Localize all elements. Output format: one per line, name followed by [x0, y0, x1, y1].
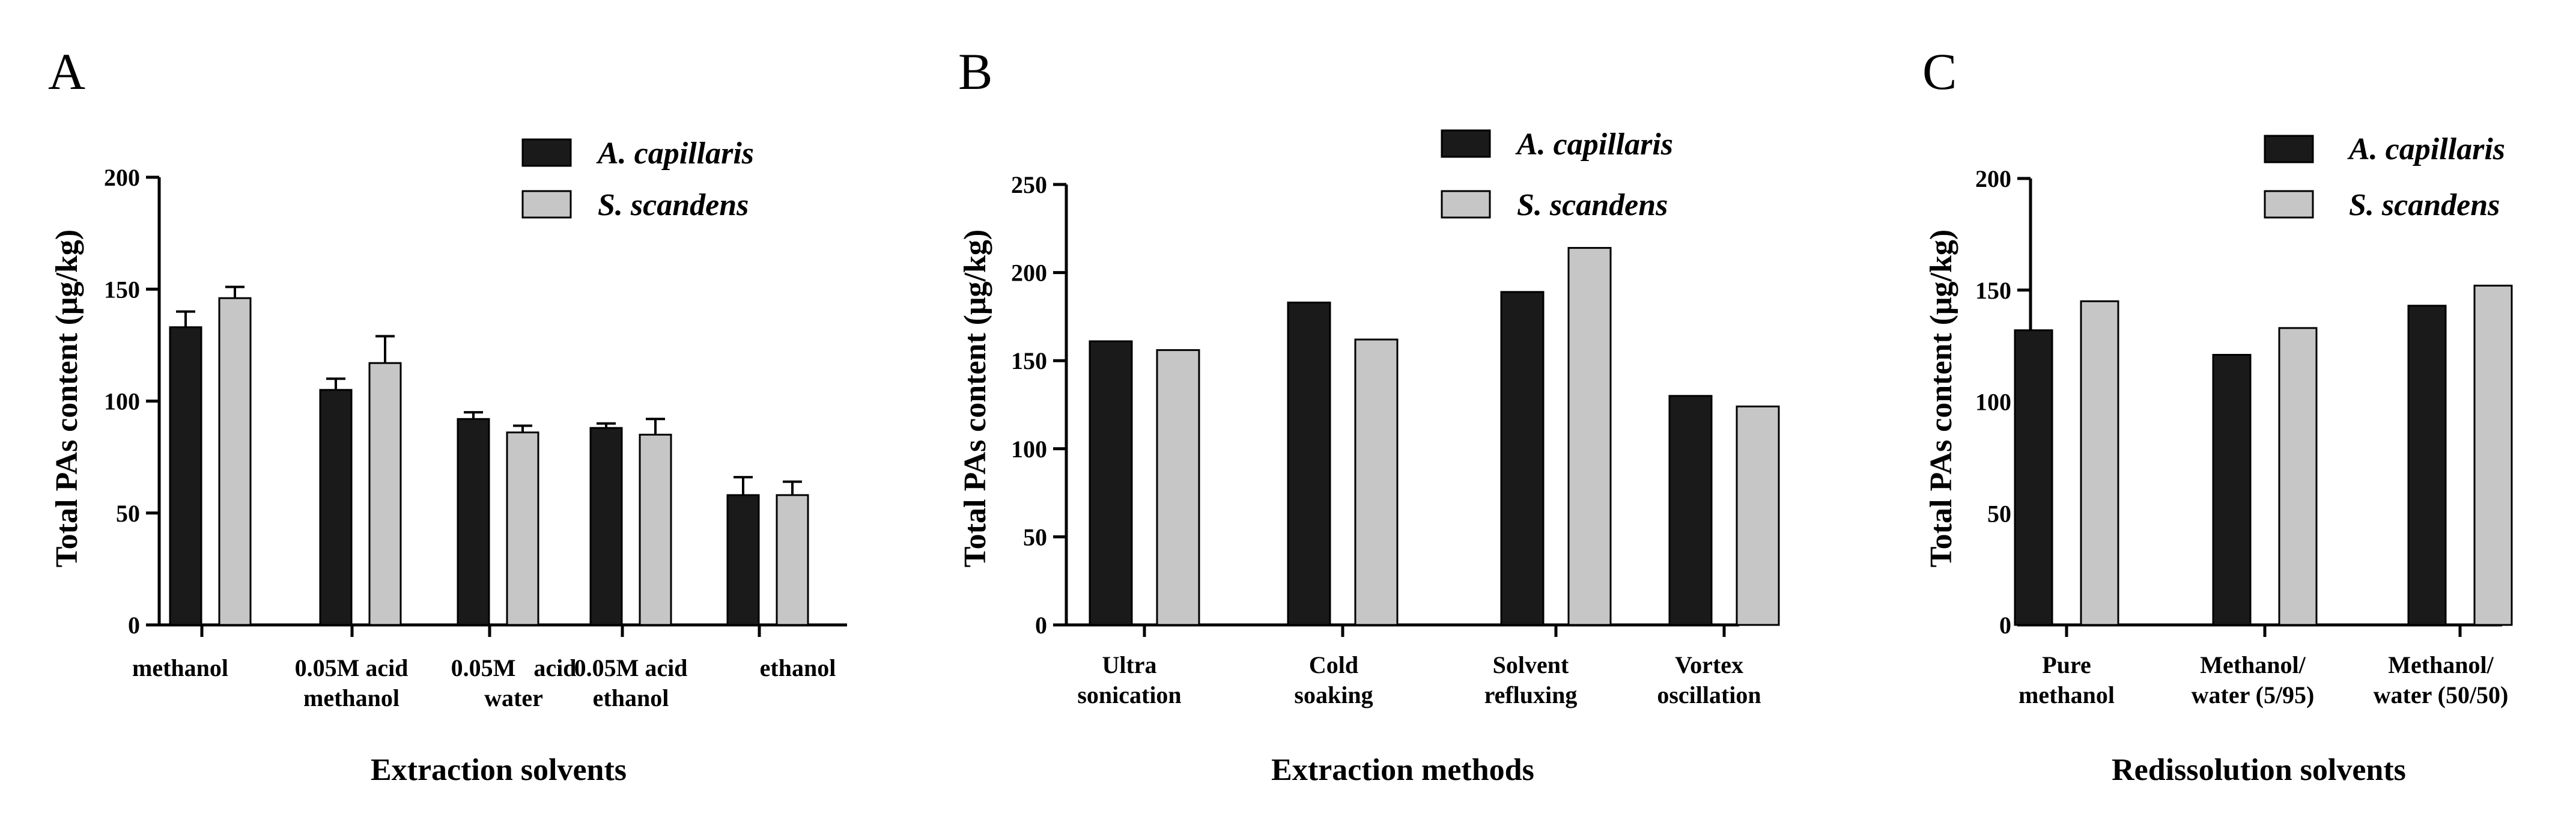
panel-b-bars [1089, 247, 1780, 626]
y-tick-label: 100 [104, 388, 140, 415]
category-label: water (5/95) [2192, 681, 2315, 708]
panel-a-legend: A. capillaris S. scandens [521, 136, 754, 222]
category-label: 0.05M acid [451, 654, 577, 681]
bar-a-capillaris [1500, 291, 1545, 626]
category-label: Vortex [1675, 651, 1743, 678]
bar-a-capillaris [2407, 305, 2447, 626]
bar-s-scandens [1354, 338, 1399, 626]
panel-c-bars [2014, 284, 2513, 626]
bar-s-scandens [639, 433, 672, 626]
y-tick-label: 0 [1035, 612, 1047, 639]
panel-b-categories: Ultra sonication Cold soaking Solvent refluxi… [1077, 625, 1761, 708]
category-label: water (50/50) [2374, 681, 2509, 708]
bar-a-capillaris [2014, 329, 2053, 626]
panel-a-legend-label-a: A. capillaris [596, 136, 754, 171]
panel-b-legend: A. capillaris S. scandens [1441, 127, 1673, 222]
panel-b-legend-swatch-b [1441, 190, 1491, 219]
bar-s-scandens [368, 362, 402, 626]
bar-s-scandens [2080, 300, 2119, 626]
category-label: methanol [303, 684, 399, 711]
panel-c-letter: C [1922, 43, 1957, 100]
bar-s-scandens [218, 297, 252, 626]
bar-a-capillaris [457, 418, 490, 626]
panel-c: C A. capillaris S. scandens Total PAs co… [1922, 43, 2513, 787]
bar-s-scandens [2473, 284, 2513, 626]
panel-b: B A. capillaris S. scandens Total PAs co… [958, 43, 1780, 787]
panel-c-legend: A. capillaris S. scandens [2264, 132, 2505, 222]
category-label: soaking [1294, 681, 1373, 708]
y-tick-label: 150 [1011, 347, 1047, 374]
category-label: Ultra [1102, 651, 1156, 678]
bar-a-capillaris [1668, 395, 1713, 626]
panel-b-legend-label-a: A. capillaris [1515, 127, 1673, 162]
category-label: Methanol/ [2388, 651, 2494, 678]
y-tick-label: 0 [1999, 612, 2011, 639]
category-label: Solvent [1493, 651, 1569, 678]
y-tick-label: 100 [1011, 436, 1047, 463]
panel-a-y-ticks: 0 50 100 150 200 [104, 164, 159, 639]
panel-c-legend-swatch-a [2264, 135, 2314, 163]
y-tick-label: 150 [104, 276, 140, 303]
y-tick-label: 150 [1975, 277, 2011, 304]
panel-a-letter: A [48, 43, 85, 100]
category-label: refluxing [1484, 681, 1578, 708]
panel-c-categories: Pure methanol Methanol/water (5/95) Methano… [2019, 625, 2508, 708]
panel-a-legend-swatch-b [521, 190, 572, 219]
panel-a-bars [169, 285, 809, 626]
y-tick-label: 50 [1023, 523, 1047, 550]
y-tick-label: 0 [128, 612, 140, 639]
bar-a-capillaris [726, 494, 760, 626]
category-label: water [484, 684, 543, 711]
panel-c-legend-label-b: S. scandens [2349, 188, 2500, 222]
bar-s-scandens [776, 494, 809, 626]
panel-c-y-axis-label: Total PAs content (μg/kg) [1924, 230, 1958, 567]
panel-a-legend-swatch-a [521, 138, 572, 167]
panel-b-legend-swatch-a [1441, 129, 1491, 158]
bar-a-capillaris [2212, 353, 2252, 626]
bar-a-capillaris [1287, 301, 1331, 626]
category-label: sonication [1077, 681, 1181, 708]
y-tick-label: 200 [104, 164, 140, 191]
panel-a: A A. capillaris S. scandens Total PAs co… [48, 43, 847, 787]
category-label: ethanol [593, 684, 669, 711]
y-tick-label: 250 [1011, 171, 1047, 198]
panel-b-legend-label-b: S. scandens [1517, 188, 1668, 222]
panel-b-x-axis-title: Extraction methods [1271, 753, 1534, 787]
panel-b-letter: B [958, 43, 992, 100]
category-label: methanol [132, 654, 228, 681]
bar-s-scandens [1567, 247, 1612, 626]
panel-c-legend-swatch-b [2264, 190, 2314, 219]
panel-b-y-ticks: 0 50 100 150 200 250 [1011, 171, 1066, 639]
panel-a-x-axis-title: Extraction solvents [371, 753, 627, 787]
bar-a-capillaris [1089, 340, 1133, 626]
bar-a-capillaris [319, 389, 353, 626]
category-label: Methanol/ [2200, 651, 2306, 678]
category-label: ethanol [760, 654, 836, 681]
category-label: methanol [2019, 681, 2115, 708]
bar-a-capillaris [169, 326, 202, 626]
category-label: Cold [1309, 651, 1358, 678]
panel-c-x-axis-title: Redissolution solvents [2112, 753, 2406, 787]
category-label: 0.05M acid [295, 654, 409, 681]
bar-s-scandens [2278, 327, 2318, 626]
y-tick-label: 50 [1987, 500, 2011, 527]
bar-s-scandens [1736, 405, 1780, 626]
panel-b-y-axis-label: Total PAs content (μg/kg) [958, 230, 992, 567]
category-label: Pure [2042, 651, 2091, 678]
bar-s-scandens [1156, 349, 1200, 626]
bar-s-scandens [506, 431, 539, 626]
category-label: 0.05M acid [574, 654, 688, 681]
category-label: oscillation [1657, 681, 1761, 708]
y-tick-label: 100 [1975, 389, 2011, 416]
panel-c-legend-label-a: A. capillaris [2347, 132, 2505, 166]
y-tick-label: 200 [1975, 165, 2011, 192]
y-tick-label: 200 [1011, 260, 1047, 287]
bar-a-capillaris [589, 427, 623, 626]
y-tick-label: 50 [116, 500, 140, 527]
panel-a-legend-label-b: S. scandens [598, 188, 749, 222]
panel-a-y-axis-label: Total PAs content (μg/kg) [50, 230, 84, 567]
panel-a-categories: methanol 0.05M acid methanol 0.05M acid wate… [132, 625, 836, 711]
